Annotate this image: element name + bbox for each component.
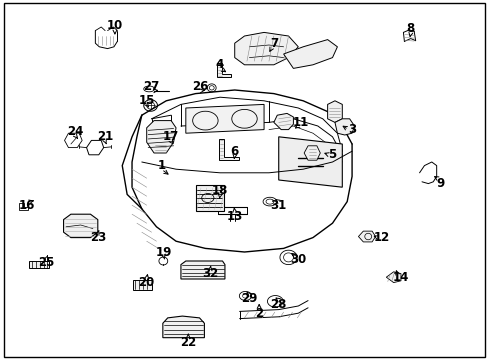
Polygon shape (29, 261, 49, 268)
Text: 9: 9 (435, 177, 443, 190)
Polygon shape (304, 146, 320, 160)
Text: 2: 2 (255, 307, 263, 320)
Polygon shape (283, 40, 337, 68)
Text: 16: 16 (19, 199, 35, 212)
Text: 7: 7 (269, 37, 277, 50)
Text: 20: 20 (138, 276, 155, 289)
Polygon shape (133, 280, 151, 290)
Polygon shape (63, 214, 98, 238)
Text: 5: 5 (328, 148, 336, 161)
Polygon shape (273, 113, 293, 130)
Text: 15: 15 (138, 94, 155, 107)
Text: 17: 17 (163, 130, 179, 143)
Polygon shape (278, 137, 342, 187)
Text: 31: 31 (270, 199, 286, 212)
Text: 32: 32 (202, 267, 218, 280)
Text: 25: 25 (38, 256, 55, 269)
Polygon shape (195, 185, 224, 211)
Text: 23: 23 (89, 231, 106, 244)
Text: 22: 22 (180, 336, 196, 348)
Text: 28: 28 (270, 298, 286, 311)
Text: 10: 10 (106, 19, 123, 32)
Text: 27: 27 (143, 80, 160, 93)
Polygon shape (146, 121, 176, 153)
Text: 29: 29 (241, 292, 257, 305)
Text: 3: 3 (347, 123, 355, 136)
Text: 11: 11 (292, 116, 308, 129)
Text: 6: 6 (230, 145, 238, 158)
Text: 8: 8 (406, 22, 414, 35)
Text: 18: 18 (211, 184, 228, 197)
Polygon shape (185, 104, 264, 133)
Text: 4: 4 (216, 58, 224, 71)
Polygon shape (327, 101, 342, 122)
Polygon shape (234, 32, 298, 65)
Polygon shape (358, 231, 375, 242)
Polygon shape (219, 139, 238, 160)
Polygon shape (181, 261, 224, 279)
Polygon shape (334, 119, 354, 135)
Polygon shape (386, 272, 400, 283)
Polygon shape (163, 316, 204, 338)
Polygon shape (216, 63, 231, 77)
Text: 19: 19 (155, 246, 172, 258)
Text: 14: 14 (392, 271, 408, 284)
Text: 24: 24 (67, 125, 84, 138)
Text: 26: 26 (192, 80, 208, 93)
Text: 12: 12 (372, 231, 389, 244)
Text: 21: 21 (97, 130, 113, 143)
Text: 1: 1 (157, 159, 165, 172)
Text: 13: 13 (226, 210, 243, 222)
Text: 30: 30 (289, 253, 306, 266)
